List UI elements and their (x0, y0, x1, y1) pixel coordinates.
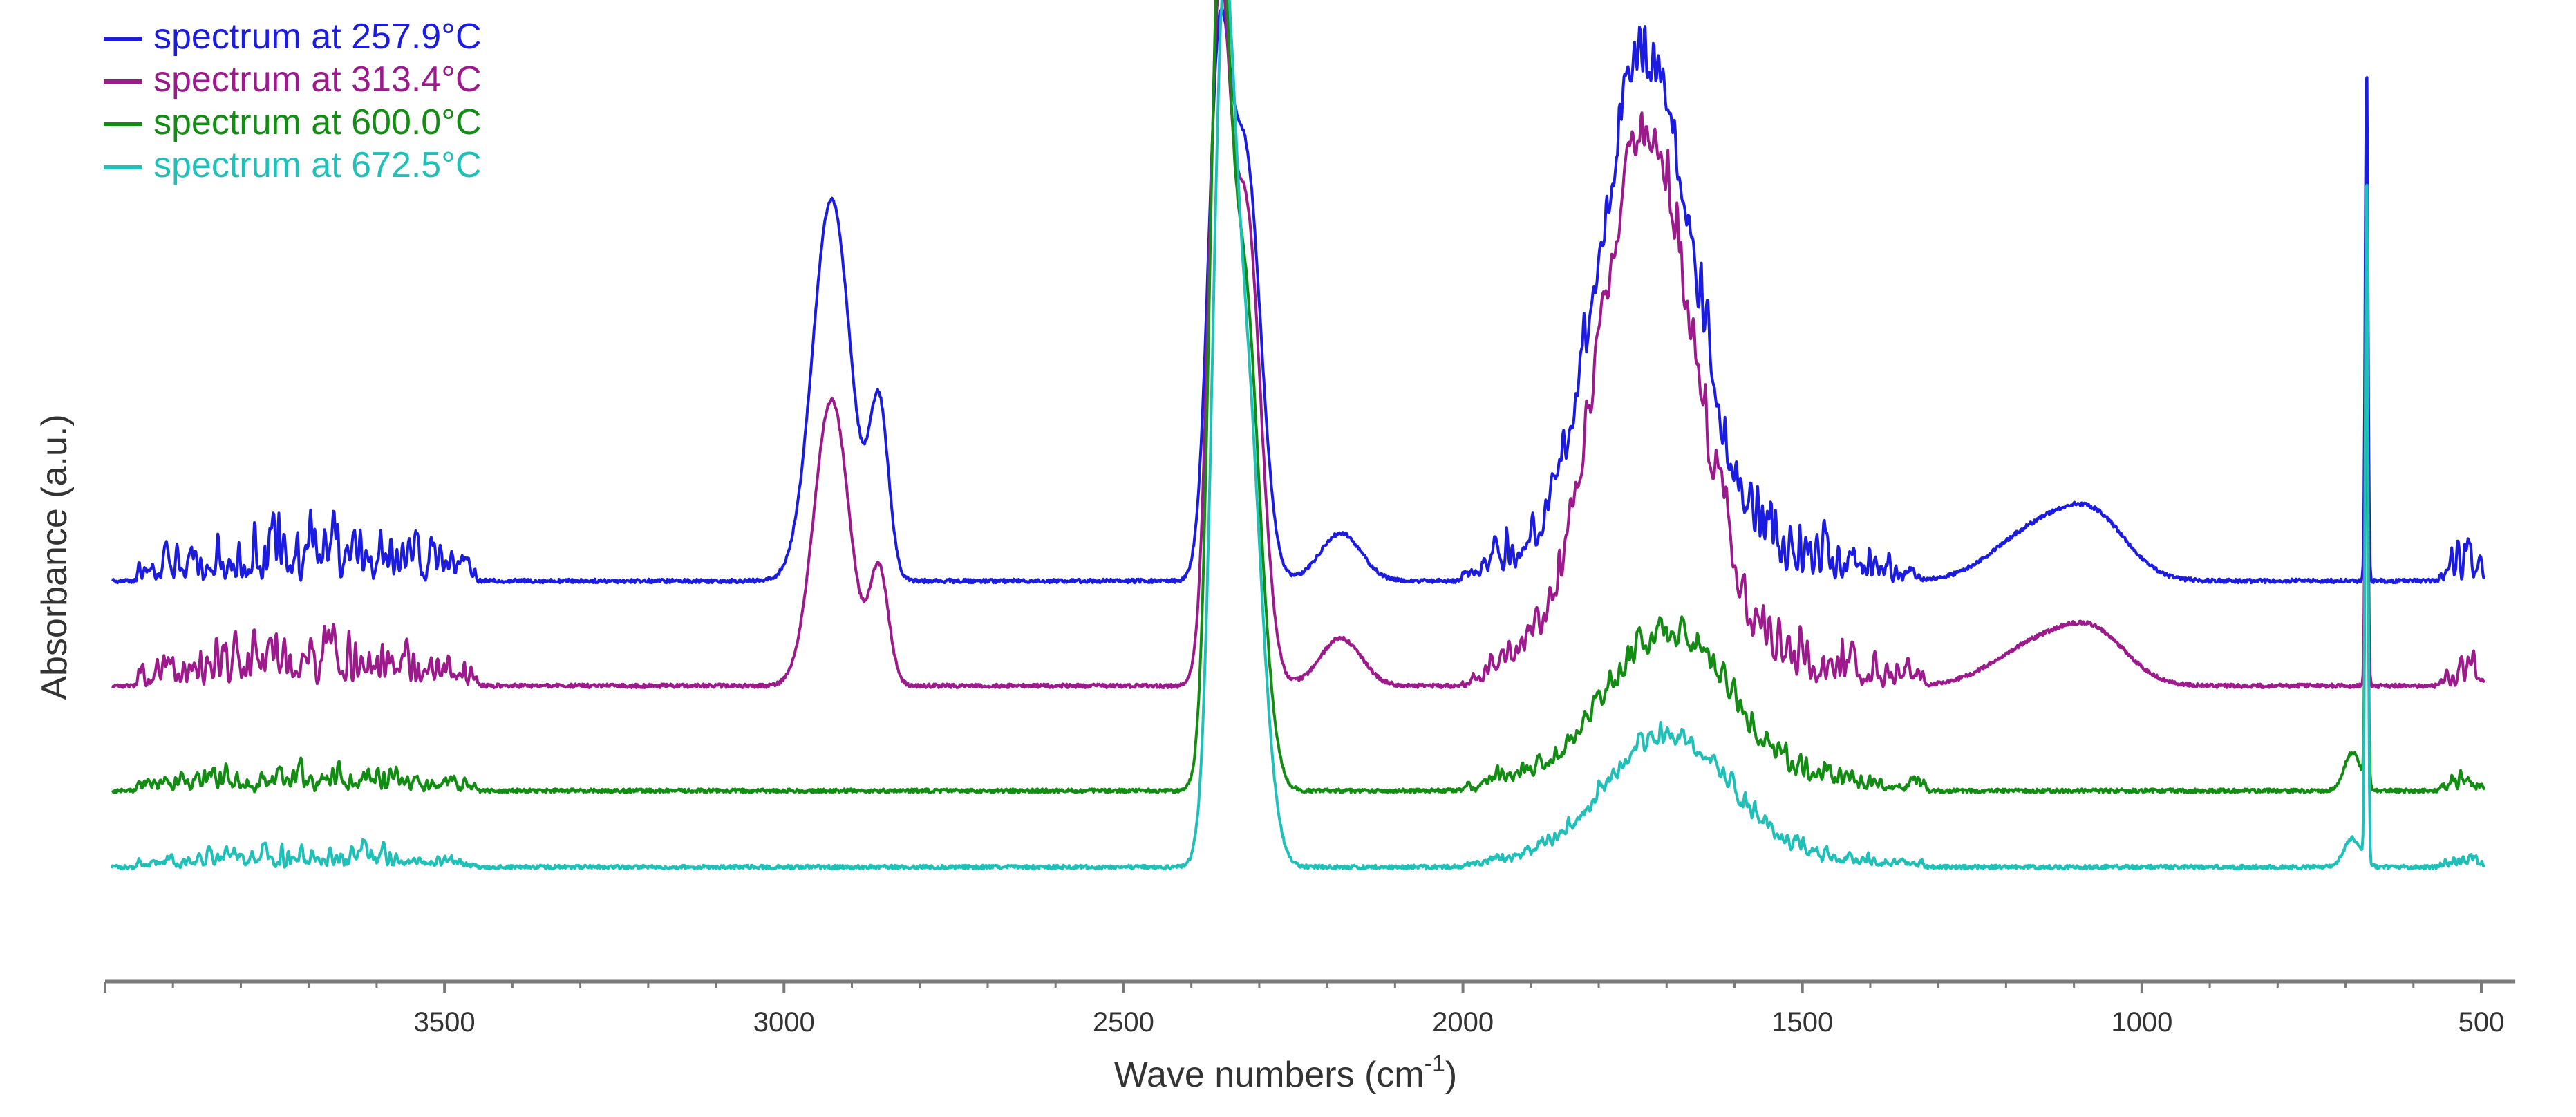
series-layer (110, 0, 2486, 871)
y-axis-label: Absorbance (a.u.) (35, 414, 75, 700)
x-tick-label: 3500 (414, 1007, 476, 1038)
x-tick-label: 2500 (1093, 1007, 1154, 1038)
x-axis-label-suffix: ) (1445, 1055, 1457, 1095)
x-tick-label: 500 (2459, 1007, 2505, 1038)
x-tick-label: 2000 (1432, 1007, 1494, 1038)
series-line-2 (111, 0, 2485, 689)
legend-label-4: spectrum at 672.5°C (153, 145, 482, 185)
x-tick-label: 1000 (2111, 1007, 2172, 1038)
legend-label-1: spectrum at 257.9°C (153, 17, 482, 57)
series-line-3 (111, 0, 2486, 794)
series-line-1 (111, 8, 2486, 585)
x-axis-label: Wave numbers (cm-1) (1114, 1051, 1457, 1095)
x-tick-label: 3000 (753, 1007, 815, 1038)
series-line-4 (110, 0, 2485, 871)
x-tick-label: 1500 (1771, 1007, 1833, 1038)
x-axis-label-text: Wave numbers (cm (1114, 1055, 1425, 1095)
legend-label-2: spectrum at 313.4°C (153, 59, 482, 100)
legend-label-3: spectrum at 600.0°C (153, 102, 482, 142)
x-axis-label-superscript: -1 (1425, 1051, 1445, 1077)
x-axis: 3500 3000 2500 2000 1500 1000 500 (104, 979, 2516, 1038)
